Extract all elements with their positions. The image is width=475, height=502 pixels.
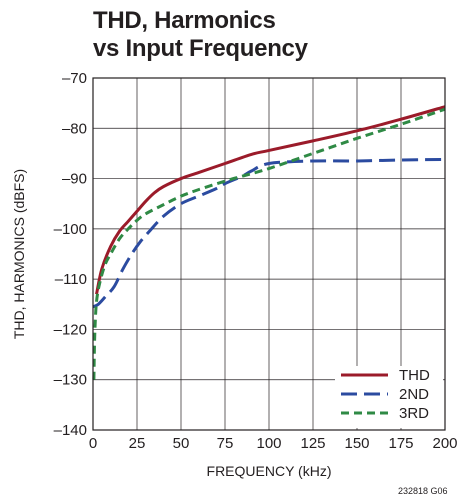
y-tick-label: –100 [54,221,87,238]
x-tick-label: 125 [300,435,325,452]
y-tick-label: –80 [62,120,87,137]
x-tick-label: 0 [89,435,97,452]
y-tick-label: –140 [54,422,87,439]
legend-label-2nd: 2ND [399,386,429,403]
series-line-3rd [92,107,446,380]
legend-label-3rd: 3RD [399,405,429,422]
y-tick-label: –90 [62,171,87,188]
legend-label-thd: THD [399,367,430,384]
plot-frame [92,77,446,431]
y-axis-label: THD, HARMONICS (dBFS) [11,169,27,339]
legend: THD 2ND 3RD [335,366,443,428]
series-line-2nd [92,157,446,309]
x-tick-label: 50 [173,435,190,452]
y-tick-label: –110 [55,271,87,288]
y-tick-label: –70 [62,70,87,87]
x-tick-label: 75 [217,435,234,452]
x-tick-label: 150 [344,435,369,452]
series-line-thd [95,105,446,295]
x-tick-label: 100 [256,435,281,452]
figure-code: 232818 G06 [398,486,448,496]
y-tick-label: –120 [54,321,87,338]
x-axis-label: FREQUENCY (kHz) [207,463,332,479]
tick-labels: 0 25 50 75 100 125 150 175 200 –70 –80 –90 –100 –110 –… [54,70,458,452]
x-tick-label: 25 [129,435,146,452]
chart-title-line-2: vs Input Frequency [93,35,308,62]
chart-title-line-1: THD, Harmonics [93,7,276,34]
x-tick-label: 175 [388,435,413,452]
y-tick-label: –130 [54,372,87,389]
series-layer [92,105,446,380]
x-tick-label: 200 [432,435,457,452]
